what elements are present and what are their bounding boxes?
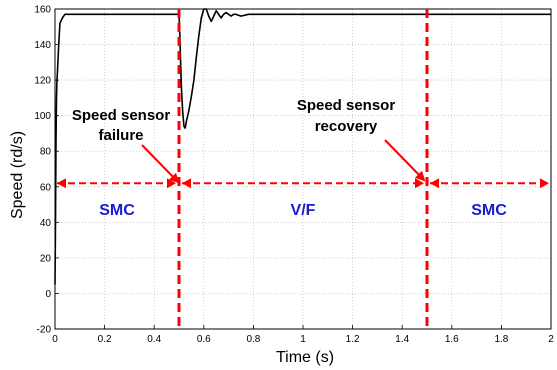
x-tick-label: 1.6: [445, 334, 459, 345]
series-layer: [54, 8, 551, 285]
y-tick-label: 80: [40, 147, 52, 158]
x-tick-label: 0.8: [246, 334, 260, 345]
y-tick-label: 60: [40, 182, 52, 193]
x-tick-label: 0.6: [197, 334, 211, 345]
y-tick-label: -20: [37, 325, 52, 336]
mode-label: SMC: [471, 202, 507, 219]
grid: [54, 8, 552, 330]
speed-series-line: [54, 8, 551, 285]
x-tick-label: 1.2: [346, 334, 360, 345]
x-tick-label: 0: [52, 334, 58, 345]
y-tick-label: 20: [40, 253, 52, 264]
recovery-annotation-line2: recovery: [315, 118, 378, 135]
axis-ticks: 0 0.2 0.4 0.6 0.8 1 1.2 1.4 1.6 1.8 2-200204060801…: [34, 5, 554, 346]
y-tick-label: 40: [40, 218, 52, 229]
recovery-annotation-line1: Speed sensor: [297, 97, 396, 114]
x-tick-label: 2: [548, 334, 554, 345]
mode-label: V/F: [291, 202, 316, 219]
y-tick-label: 120: [34, 76, 51, 87]
y-tick-label: 160: [34, 5, 51, 16]
mode-arrowhead: [430, 178, 439, 189]
y-tick-label: 140: [34, 40, 51, 51]
x-tick-label: 0.2: [98, 334, 112, 345]
mode-label: SMC: [99, 202, 135, 219]
x-tick-label: 0.4: [147, 334, 161, 345]
y-tick-label: 0: [45, 289, 51, 300]
x-tick-label: 1.8: [494, 334, 508, 345]
x-tick-label: 1.4: [395, 334, 409, 345]
failure-annotation-line2: failure: [98, 127, 143, 144]
mode-labels: SMC V/F SMC: [99, 202, 507, 219]
mode-arrowhead: [540, 178, 549, 189]
y-tick-label: 100: [34, 111, 51, 122]
x-axis-label: Time (s): [276, 349, 334, 366]
recovery-pointer-arrow: [384, 139, 426, 182]
event-markers: [177, 9, 429, 329]
failure-pointer-arrow: [141, 144, 180, 184]
x-tick-label: 1: [300, 334, 306, 345]
mode-arrowhead: [182, 178, 191, 189]
mode-arrowhead: [57, 178, 66, 189]
y-axis-label: Speed (rd/s): [9, 131, 26, 219]
failure-annotation-line1: Speed sensor: [72, 107, 171, 124]
